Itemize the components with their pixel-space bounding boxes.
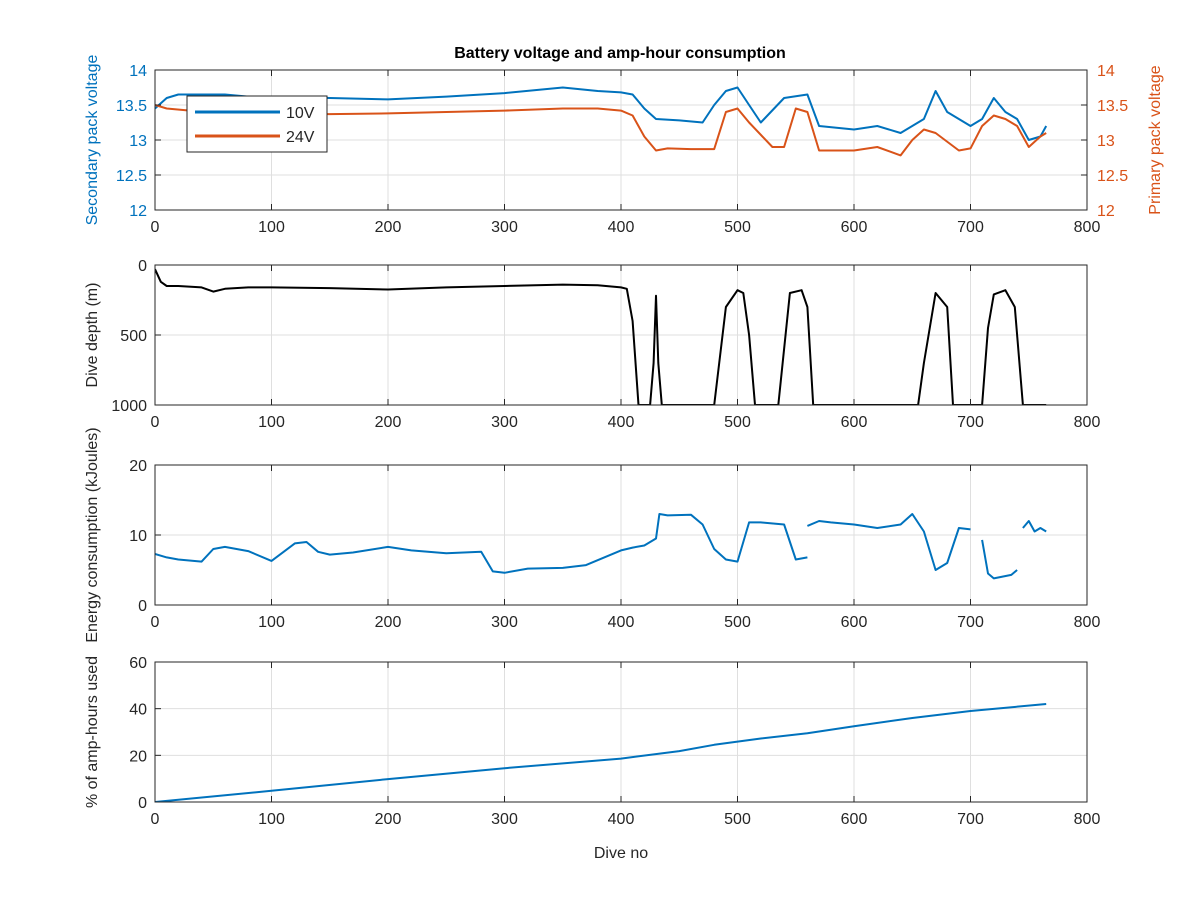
x-tick-label: 400: [608, 811, 635, 828]
y-tick-label: 0: [138, 795, 147, 812]
series-1-line: [1022, 520, 1047, 533]
x-tick-label: 300: [491, 219, 518, 236]
y-tick-label: 12.5: [116, 168, 147, 185]
y-tick-label: 60: [129, 655, 147, 672]
x-tick-label: 100: [258, 614, 285, 631]
y-right-tick-label: 13: [1097, 133, 1115, 150]
x-tick-label: 500: [724, 811, 751, 828]
x-tick-label: 100: [258, 414, 285, 431]
x-tick-label: 100: [258, 219, 285, 236]
x-tick-label: 700: [957, 219, 984, 236]
series-group: [155, 268, 1047, 405]
series-1-line: [155, 513, 808, 574]
y-tick-label: 1000: [111, 398, 147, 415]
x-tick-label: 400: [608, 414, 635, 431]
x-tick-label: 400: [608, 219, 635, 236]
x-tick-label: 700: [957, 811, 984, 828]
panels: 0 100 200 300 400 500 600 700 8001212.51313.5141…: [84, 55, 1164, 862]
x-tick-label: 500: [724, 614, 751, 631]
x-tick-label: 800: [1074, 811, 1101, 828]
y-tick-label: 0: [138, 258, 147, 275]
x-tick-label: 0: [151, 614, 160, 631]
y-axis-label: Secondary pack voltage: [84, 55, 101, 226]
x-tick-label: 700: [957, 614, 984, 631]
series-1-line: [155, 703, 1047, 802]
y-axis-label: Dive depth (m): [84, 283, 101, 388]
x-tick-label: 200: [375, 219, 402, 236]
legend-box: [186, 95, 328, 153]
x-tick-label: 200: [375, 811, 402, 828]
x-tick-label: 300: [491, 811, 518, 828]
x-tick-label: 0: [151, 811, 160, 828]
x-tick-label: 500: [724, 219, 751, 236]
x-tick-label: 600: [841, 414, 868, 431]
y-axis-label: Energy consumption (kJoules): [84, 427, 101, 642]
x-tick-label: 300: [491, 614, 518, 631]
y-right-tick-label: 12: [1097, 203, 1115, 220]
x-tick-label: 600: [841, 614, 868, 631]
y-tick-label: 0: [138, 598, 147, 615]
x-tick-label: 600: [841, 219, 868, 236]
y-tick-label: 20: [129, 748, 147, 765]
x-tick-label: 0: [151, 219, 160, 236]
x-tick-label: 0: [151, 414, 160, 431]
legend-label-10v: 10V: [286, 105, 315, 122]
x-tick-label: 700: [957, 414, 984, 431]
y-right-tick-label: 14: [1097, 63, 1115, 80]
x-tick-label: 800: [1074, 414, 1101, 431]
y-right-tick-label: 13.5: [1097, 98, 1128, 115]
y-tick-label: 13: [129, 133, 147, 150]
y-right-axis-label: Primary pack voltage: [1147, 65, 1164, 214]
panel-3: 0 100 200 300 400 500 600 700 800 0 10 20 Energy con…: [84, 427, 1100, 642]
x-tick-label: 600: [841, 811, 868, 828]
y-tick-label: 10: [129, 528, 147, 545]
y-right-tick-label: 12.5: [1097, 168, 1128, 185]
x-tick-label: 400: [608, 614, 635, 631]
y-tick-label: 14: [129, 63, 147, 80]
series-1-line: [981, 539, 1018, 580]
series-group: [155, 513, 1047, 580]
x-tick-label: 500: [724, 414, 751, 431]
series-24v-line: [155, 104, 1047, 157]
panel-1: 0 100 200 300 400 500 600 700 8001212.51313.5141…: [84, 55, 1164, 236]
y-tick-label: 40: [129, 702, 147, 719]
series-1-line: [155, 268, 1047, 405]
y-tick-label: 12: [129, 203, 147, 220]
figure-title: Battery voltage and amp-hour consumption: [454, 45, 786, 62]
x-tick-label: 800: [1074, 219, 1101, 236]
panel-2: 0 100 200 300 400 500 600 700 800 0 500 1000 Dive de…: [84, 258, 1100, 431]
panel-4: 0 100 200 300 400 500 600 700 800 0 20 40 60 % of amp…: [84, 655, 1100, 862]
y-axis-label: % of amp-hours used: [84, 656, 101, 808]
x-tick-label: 200: [375, 614, 402, 631]
x-tick-label: 800: [1074, 614, 1101, 631]
x-axis-label: Dive no: [594, 845, 648, 862]
x-tick-label: 200: [375, 414, 402, 431]
y-tick-label: 500: [120, 328, 147, 345]
x-tick-label: 100: [258, 811, 285, 828]
y-tick-label: 13.5: [116, 98, 147, 115]
y-tick-label: 20: [129, 458, 147, 475]
series-group: [155, 703, 1047, 802]
legend-label-24v: 24V: [286, 129, 315, 146]
series-1-line: [807, 513, 971, 571]
x-tick-label: 300: [491, 414, 518, 431]
